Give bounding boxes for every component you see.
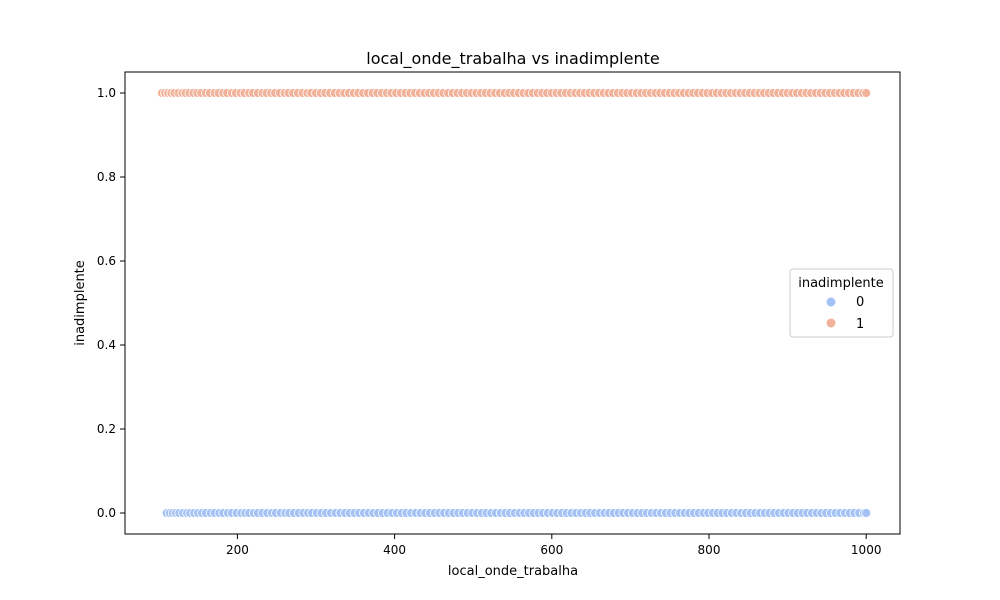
x-tick-label: 200 (226, 543, 249, 557)
y-tick-label: 0.2 (97, 422, 116, 436)
y-axis-ticks: 0.0 0.2 0.4 0.6 0.8 1.0 (97, 86, 125, 520)
legend-marker-1 (826, 318, 836, 328)
legend-box (789, 268, 894, 338)
x-tick-label: 400 (383, 543, 406, 557)
y-tick-label: 0.4 (97, 338, 116, 352)
y-tick-label: 1.0 (97, 86, 116, 100)
plot-frame (124, 71, 901, 535)
legend-label-0: 0 (856, 295, 864, 310)
legend-title: inadimplente (798, 276, 884, 291)
x-tick-label: 600 (540, 543, 563, 557)
chart-title: local_onde_trabalha vs inadimplente (366, 49, 659, 69)
legend: inadimplente 0 1 (789, 268, 894, 338)
legend-label-1: 1 (856, 317, 864, 332)
y-tick-label: 0.8 (97, 170, 116, 184)
y-axis-label: inadimplente (73, 260, 88, 346)
y-tick-label: 0.6 (97, 254, 116, 268)
x-axis-ticks: 200 400 600 800 1000 (226, 534, 882, 557)
points-layer (157, 88, 872, 518)
y-tick-label: 0.0 (97, 506, 116, 520)
point-series-0-153 (861, 508, 872, 518)
x-tick-label: 1000 (851, 543, 882, 557)
x-tick-label: 800 (698, 543, 721, 557)
x-axis-label: local_onde_trabalha (448, 564, 578, 579)
point-series-1-154 (861, 88, 872, 98)
legend-marker-0 (826, 297, 836, 307)
